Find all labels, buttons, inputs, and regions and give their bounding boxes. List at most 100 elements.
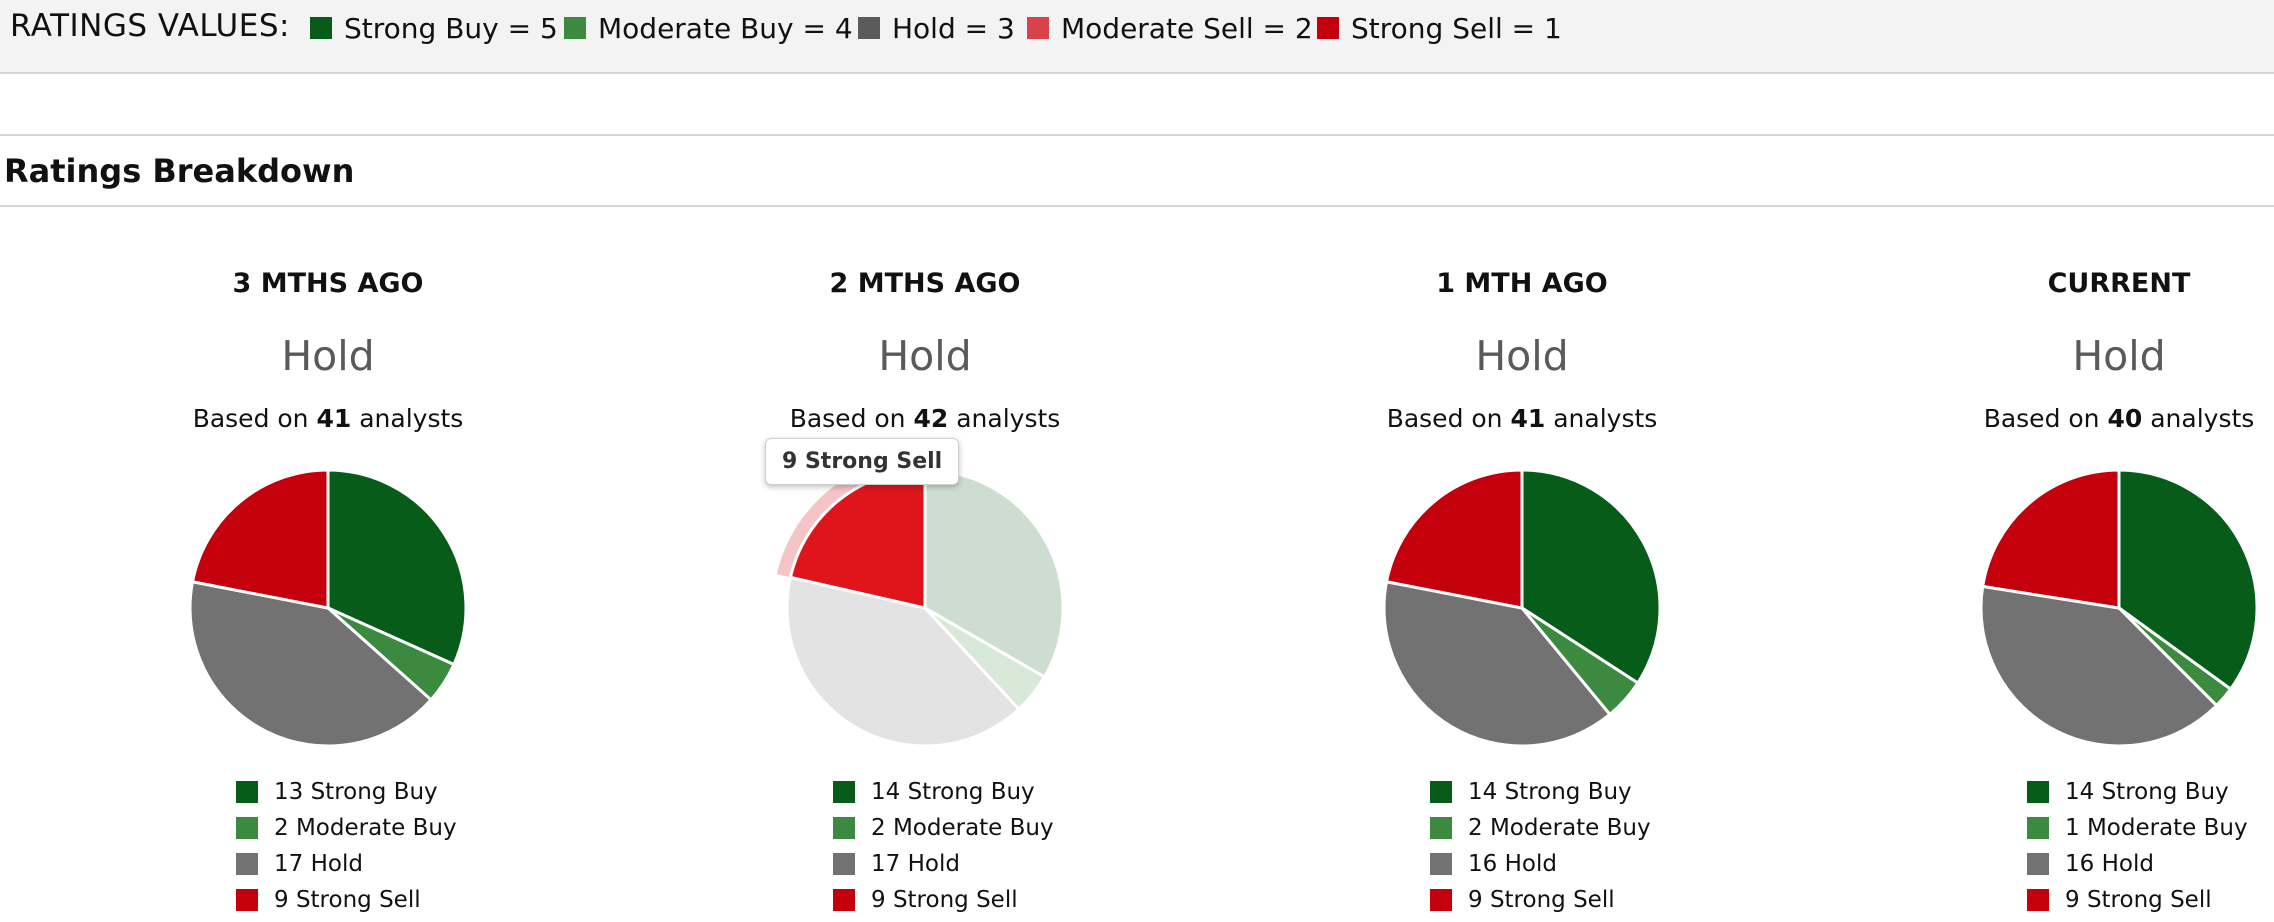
pie-slice-strong-buy[interactable] <box>923 468 1065 679</box>
ratings-value-moderate-buy: Moderate Buy = 4 <box>564 8 853 48</box>
ratings-panel-1-month-ago: 1 MTH AGO Hold Based on 41 analysts 14 S… <box>1272 268 1772 922</box>
pie-legend: 14 Strong Buy 1 Moderate Buy 16 Hold 9 S… <box>2027 774 2274 918</box>
pie-slice-hold[interactable] <box>188 580 433 748</box>
legend-label: 17 Hold <box>274 851 363 877</box>
legend-label: 2 Moderate Buy <box>871 815 1054 841</box>
pie-slice-strong-sell[interactable] <box>1981 468 2121 610</box>
basis-suffix: analysts <box>1553 404 1658 433</box>
legend-label: 16 Hold <box>2065 851 2154 877</box>
legend-item-strong-buy: 13 Strong Buy <box>236 774 556 810</box>
legend-label: 13 Strong Buy <box>274 779 438 805</box>
legend-item-hold: 17 Hold <box>833 846 1153 882</box>
legend-label: 9 Strong Sell <box>274 887 421 913</box>
legend-item-hold: 16 Hold <box>1430 846 1750 882</box>
analyst-basis: Based on 41 analysts <box>1272 404 1772 433</box>
moderate-buy-swatch <box>1430 817 1452 839</box>
ratings-panel-3-months-ago: 3 MTHS AGO Hold Based on 41 analysts 13 … <box>78 268 578 922</box>
legend-label: 9 Strong Sell <box>871 887 1018 913</box>
consensus-rating: Hold <box>1475 332 1569 380</box>
analyst-count: 40 <box>2107 404 2143 433</box>
pie-chart <box>776 456 1065 748</box>
ratings-values-bar: RATINGS VALUES: Strong Buy = 5 Moderate … <box>0 0 2274 74</box>
moderate-buy-swatch <box>564 17 586 39</box>
pie-slice-hold[interactable] <box>1979 584 2219 748</box>
pie-slice-strong-buy[interactable] <box>326 468 468 666</box>
panel-period-title: 1 MTH AGO <box>1436 268 1608 299</box>
basis-prefix: Based on <box>1983 404 2100 433</box>
ratings-panel-2-months-ago: 2 MTHS AGO Hold Based on 42 analysts 9 S… <box>675 268 1175 922</box>
basis-prefix: Based on <box>1386 404 1503 433</box>
legend-item-strong-buy: 14 Strong Buy <box>833 774 1153 810</box>
legend-label: 16 Hold <box>1468 851 1557 877</box>
legend-label: 2 Moderate Buy <box>1468 815 1651 841</box>
basis-suffix: analysts <box>359 404 464 433</box>
consensus-rating: Hold <box>878 332 972 380</box>
basis-prefix: Based on <box>192 404 309 433</box>
basis-prefix: Based on <box>789 404 906 433</box>
ratings-value-label: Moderate Sell = 2 <box>1061 11 1313 45</box>
legend-item-strong-sell: 9 Strong Sell <box>2027 882 2274 918</box>
strong-sell-swatch <box>2027 889 2049 911</box>
strong-buy-swatch <box>236 781 258 803</box>
strong-buy-swatch <box>310 17 332 39</box>
analyst-basis: Based on 40 analysts <box>1869 404 2274 433</box>
pie-chart <box>1382 468 1662 748</box>
ratings-value-label: Moderate Buy = 4 <box>598 11 853 45</box>
legend-item-moderate-buy: 2 Moderate Buy <box>833 810 1153 846</box>
pie-chart <box>1979 468 2259 748</box>
pie-legend: 13 Strong Buy 2 Moderate Buy 17 Hold 9 S… <box>236 774 556 918</box>
hold-swatch <box>858 17 880 39</box>
strong-buy-swatch <box>833 781 855 803</box>
strong-sell-swatch <box>236 889 258 911</box>
section-title: Ratings Breakdown <box>4 152 355 190</box>
pie-legend: 14 Strong Buy 2 Moderate Buy 16 Hold 9 S… <box>1430 774 1750 918</box>
consensus-rating: Hold <box>281 332 375 380</box>
moderate-sell-swatch <box>1027 17 1049 39</box>
panel-period-title: 3 MTHS AGO <box>232 268 424 299</box>
panel-period-title: CURRENT <box>2047 268 2191 299</box>
ratings-value-label: Strong Sell = 1 <box>1351 11 1562 45</box>
pie-chart <box>188 468 468 748</box>
ratings-value-label: Hold = 3 <box>892 11 1015 45</box>
panel-period-title: 2 MTHS AGO <box>829 268 1021 299</box>
analyst-basis: Based on 41 analysts <box>78 404 578 433</box>
hold-swatch <box>2027 853 2049 875</box>
legend-item-hold: 16 Hold <box>2027 846 2274 882</box>
analyst-count: 41 <box>316 404 352 433</box>
consensus-rating: Hold <box>2072 332 2166 380</box>
basis-suffix: analysts <box>956 404 1061 433</box>
hold-swatch <box>236 853 258 875</box>
ratings-panel-current: CURRENT Hold Based on 40 analysts 14 Str… <box>1869 268 2274 922</box>
ratings-value-strong-sell: Strong Sell = 1 <box>1317 8 1562 48</box>
analyst-count: 41 <box>1510 404 1546 433</box>
legend-label: 9 Strong Sell <box>1468 887 1615 913</box>
legend-label: 2 Moderate Buy <box>274 815 457 841</box>
strong-sell-swatch <box>1317 17 1339 39</box>
ratings-value-moderate-sell: Moderate Sell = 2 <box>1027 8 1313 48</box>
legend-item-strong-buy: 14 Strong Buy <box>2027 774 2274 810</box>
pie-legend: 14 Strong Buy 2 Moderate Buy 17 Hold 9 S… <box>833 774 1153 918</box>
legend-item-hold: 17 Hold <box>236 846 556 882</box>
legend-item-moderate-buy: 2 Moderate Buy <box>1430 810 1750 846</box>
strong-buy-swatch <box>1430 781 1452 803</box>
moderate-buy-swatch <box>833 817 855 839</box>
ratings-value-strong-buy: Strong Buy = 5 <box>310 8 558 48</box>
legend-label: 14 Strong Buy <box>871 779 1035 805</box>
pie-slice-strong-buy[interactable] <box>2117 468 2259 691</box>
pie-slice-hold[interactable] <box>785 575 1021 748</box>
section-divider <box>0 205 2274 207</box>
pie-slice-strong-sell[interactable] <box>1385 468 1524 610</box>
legend-label: 9 Strong Sell <box>2065 887 2212 913</box>
ratings-value-hold: Hold = 3 <box>858 8 1015 48</box>
pie-slice-strong-sell[interactable] <box>191 468 330 610</box>
hold-swatch <box>1430 853 1452 875</box>
legend-item-moderate-buy: 2 Moderate Buy <box>236 810 556 846</box>
pie-slice-hold[interactable] <box>1382 580 1612 748</box>
hold-swatch <box>833 853 855 875</box>
ratings-values-title: RATINGS VALUES: <box>10 8 290 44</box>
legend-item-strong-buy: 14 Strong Buy <box>1430 774 1750 810</box>
analyst-basis: Based on 42 analysts <box>675 404 1175 433</box>
strong-sell-swatch <box>1430 889 1452 911</box>
legend-item-strong-sell: 9 Strong Sell <box>1430 882 1750 918</box>
legend-label: 1 Moderate Buy <box>2065 815 2248 841</box>
